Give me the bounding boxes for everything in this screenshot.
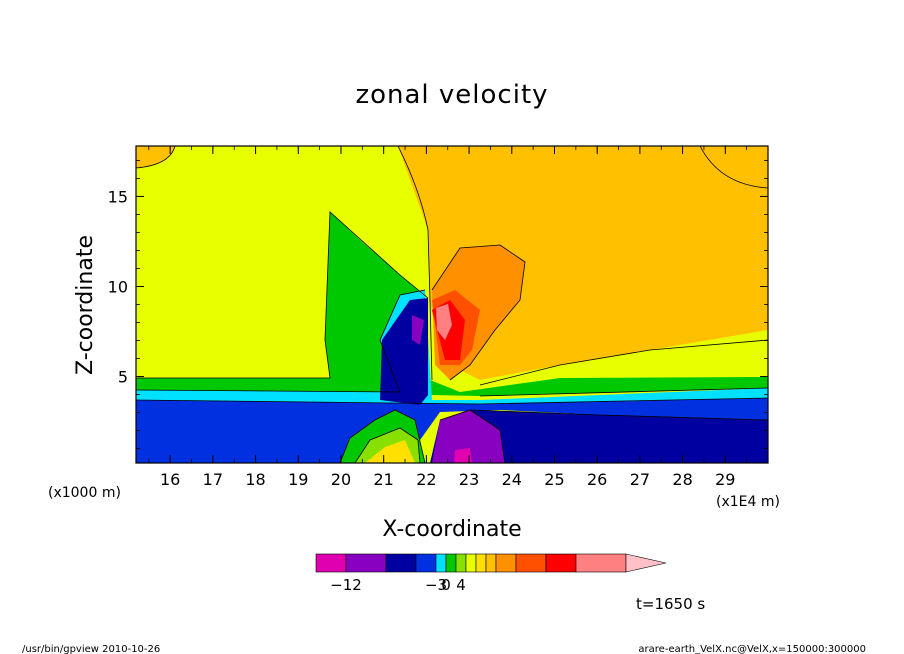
y-unit-label: (x1000 m) bbox=[48, 485, 121, 501]
x-axis-ticks: 16 17 18 19 20 21 22 23 24 25 26 27 28 29 bbox=[148, 146, 748, 489]
colorbar-label: 0 bbox=[441, 576, 451, 594]
x-tick-label: 26 bbox=[587, 470, 607, 489]
colorbar-label: 4 bbox=[456, 576, 466, 594]
colorbar-bin bbox=[495, 553, 517, 573]
x-tick-label: 28 bbox=[672, 470, 692, 489]
time-label: t=1650 s bbox=[636, 595, 705, 613]
y-axis-ticks: 5 10 15 bbox=[108, 160, 768, 449]
colorbar-bin bbox=[435, 553, 447, 573]
footer-right: arare-earth_VelX.nc@VelX,x=150000:300000 bbox=[638, 644, 866, 654]
x-tick-label: 21 bbox=[373, 470, 393, 489]
x-axis-label: X-coordinate bbox=[382, 517, 521, 542]
colorbar-bin bbox=[465, 553, 477, 573]
x-tick-label: 19 bbox=[288, 470, 308, 489]
x-tick-label: 24 bbox=[502, 470, 522, 489]
x-unit-label: (x1E4 m) bbox=[716, 494, 780, 510]
y-tick-label: 15 bbox=[108, 187, 128, 206]
x-tick-label: 17 bbox=[203, 470, 223, 489]
x-tick-label: 27 bbox=[630, 470, 650, 489]
colorbar-label: −3 bbox=[425, 576, 447, 594]
colorbar: −12 −30 4 bbox=[315, 553, 667, 594]
x-tick-label: 29 bbox=[715, 470, 735, 489]
colorbar-label: −12 bbox=[330, 576, 362, 594]
x-tick-label: 22 bbox=[416, 470, 436, 489]
colorbar-bin bbox=[315, 553, 347, 573]
x-tick-label: 20 bbox=[331, 470, 351, 489]
x-tick-label: 23 bbox=[459, 470, 479, 489]
colorbar-extend-triangle bbox=[625, 553, 667, 573]
colorbar-bin bbox=[415, 553, 437, 573]
y-tick-label: 5 bbox=[118, 368, 128, 387]
contour-field bbox=[136, 146, 768, 463]
colorbar-bin bbox=[475, 553, 487, 573]
chart-title: zonal velocity bbox=[355, 80, 548, 110]
colorbar-bin bbox=[385, 553, 417, 573]
footer-left: /usr/bin/gpview 2010-10-26 bbox=[22, 644, 160, 654]
colorbar-bin bbox=[345, 553, 387, 573]
y-tick-label: 10 bbox=[108, 277, 128, 296]
colorbar-bin bbox=[445, 553, 457, 573]
colorbar-bin bbox=[515, 553, 547, 573]
colorbar-bin bbox=[545, 553, 577, 573]
colorbar-bin bbox=[575, 553, 627, 573]
x-tick-label: 18 bbox=[245, 470, 265, 489]
colorbar-bin bbox=[485, 553, 497, 573]
y-axis-label: Z-coordinate bbox=[73, 235, 98, 375]
x-tick-label: 25 bbox=[544, 470, 564, 489]
x-tick-label: 16 bbox=[160, 470, 180, 489]
colorbar-bin bbox=[455, 553, 467, 573]
